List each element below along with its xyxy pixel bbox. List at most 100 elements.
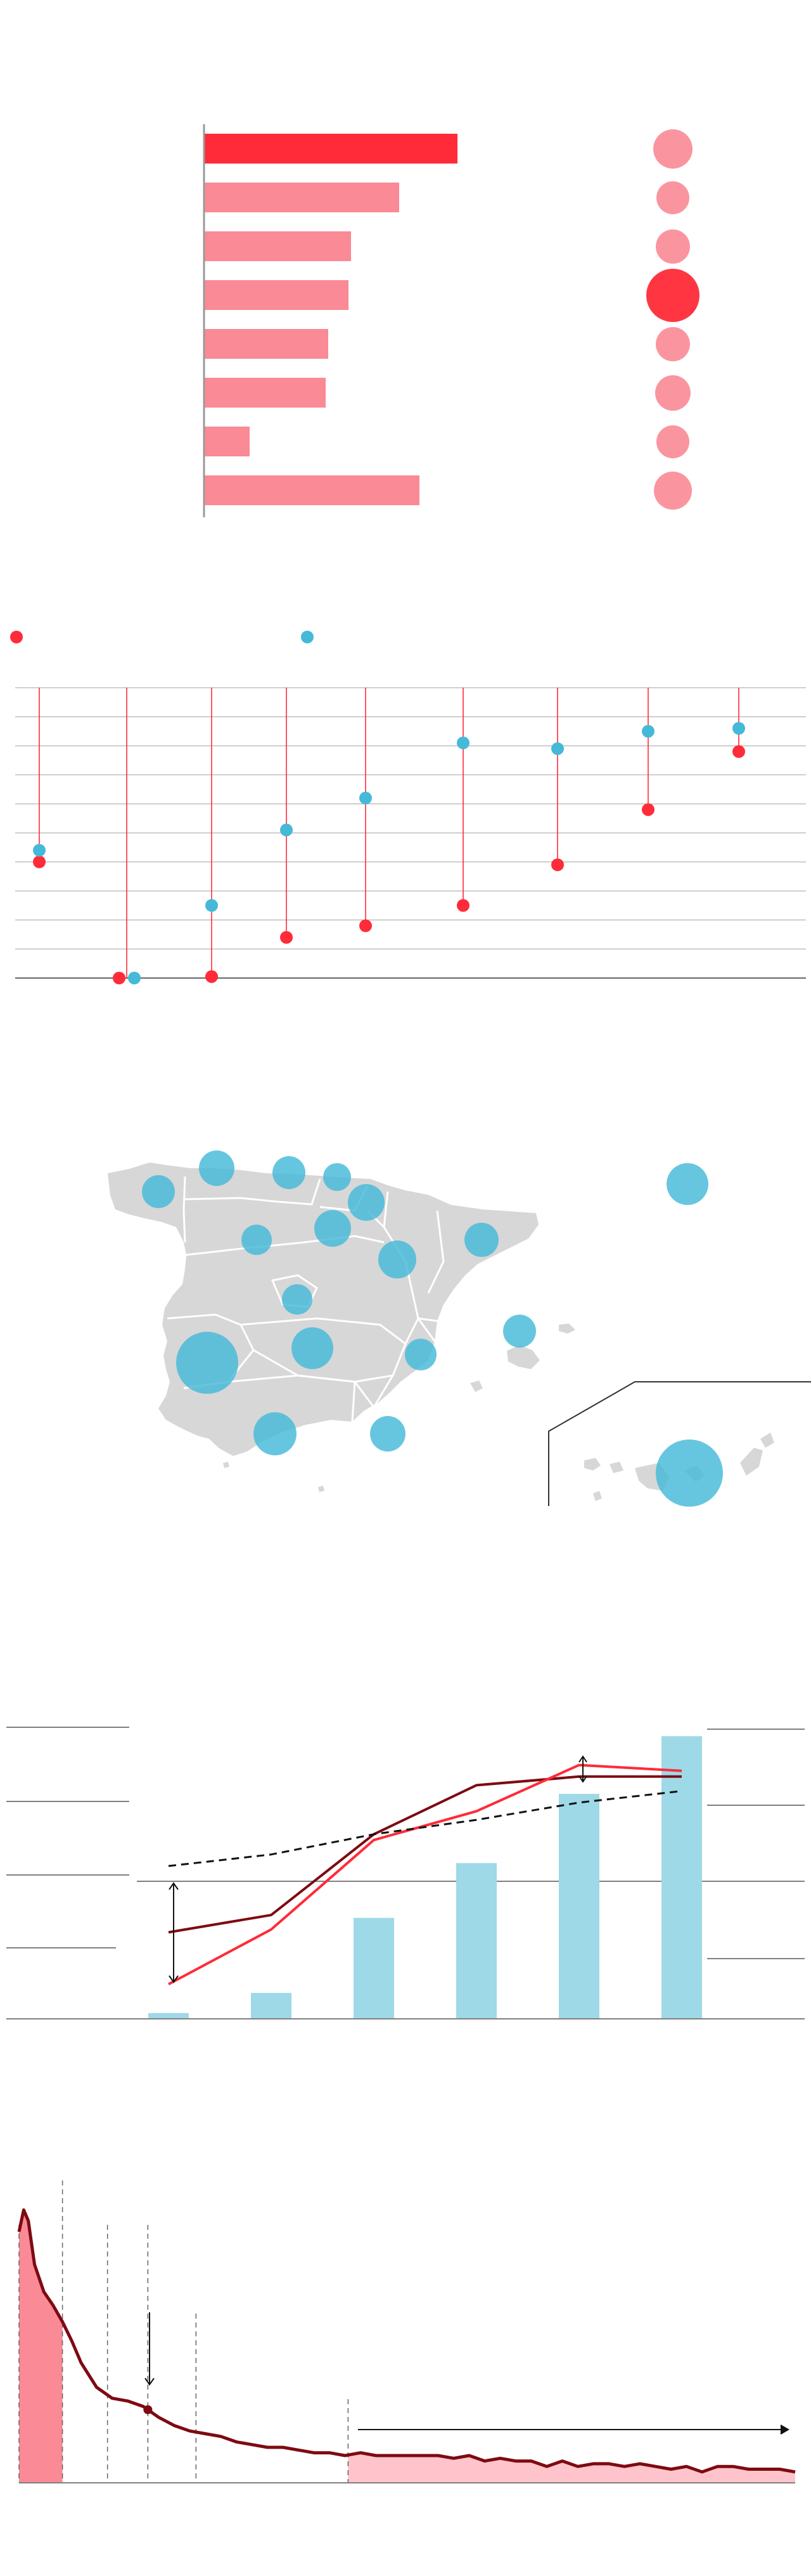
canary-island-2 [610,1462,623,1473]
dumbbell-dots [33,722,745,984]
dumbbell-chart [0,545,811,1052]
canary-island-7 [593,1491,602,1501]
map-bubble-5 [348,1184,385,1221]
combo-bar-5 [559,1794,599,2019]
gap-arrowhead-left-bottom [169,1975,179,1983]
blue-dot-4 [280,823,293,837]
range-arrowhead [780,2425,789,2435]
area-dashed-lines [18,2180,349,2483]
bar-5 [204,329,328,359]
bubble-1 [653,129,693,169]
mallorca-shape [507,1345,540,1369]
combo-bar-3 [354,1917,394,2019]
area-marker-dot [143,2405,153,2414]
combo-bar-2 [251,1993,291,2019]
bubble-4 [646,269,699,322]
combo-line-3 [168,1790,682,1867]
legend-blue-dot [301,631,314,643]
bar-4 [204,280,348,310]
map-bubble-1 [142,1175,175,1208]
canary-inset-frame [548,1381,811,1506]
red-dot-2 [113,972,125,984]
combo-lines [168,1763,682,1986]
border-murcia [354,1375,394,1409]
border-galicia [182,1176,186,1243]
blue-dot-3 [205,899,218,912]
map-bubble-4 [323,1163,351,1191]
bar-3 [204,231,351,261]
red-dot-3 [205,970,218,983]
area-curve [17,2208,796,2474]
border-madrid [271,1274,318,1308]
area-svg [17,2180,796,2483]
map-svg [108,1150,811,1507]
map-bubble-13 [405,1339,437,1370]
bars-group [204,134,457,505]
bubble-3 [656,229,690,264]
combo-line-1 [168,1775,682,1934]
map-bubble-3 [272,1156,305,1189]
map-bubble-15 [253,1412,297,1455]
border-asturias [184,1197,279,1203]
combo-bars [148,1736,702,2019]
blue-dot-7 [551,742,564,756]
combo-line-2 [168,1763,682,1986]
combo-bar-4 [456,1863,497,2019]
shaded-region-1 [19,2210,63,2483]
bubble-7 [656,425,689,458]
bar-1 [204,134,457,164]
map-bubble-11 [291,1327,333,1369]
blue-dot-1 [33,844,46,857]
menorca-shape [559,1323,575,1334]
map-bubble-17 [656,1439,723,1507]
red-dot-1 [33,855,46,868]
map-bubbles [142,1150,723,1507]
combo-bar-1 [148,2012,189,2019]
bubbles-group [646,129,699,510]
bubble-2 [656,181,689,214]
border-catalonia [427,1210,445,1294]
area-annotations [144,2312,789,2435]
canary-island-1 [584,1458,601,1471]
ibiza-shape [470,1381,483,1392]
area-shading [19,2210,795,2483]
map-bubble-6 [314,1210,351,1247]
map-bubble-2 [199,1150,234,1186]
dumbbell-svg [10,631,806,984]
bubble-5 [656,327,690,361]
marker-arrowhead [144,2378,155,2386]
border-cantabria [278,1178,321,1206]
legend-red-dot [10,631,23,643]
red-dot-4 [280,931,293,944]
combo-chart [0,1597,811,2079]
blue-dot-8 [642,724,655,738]
red-dot-5 [359,919,372,932]
shaded-region-2 [348,2452,795,2483]
canary-island-5 [740,1448,763,1476]
red-dot-7 [551,858,564,872]
ranked-bar-chart [0,0,811,545]
gap-arrowhead-right-bottom [578,1775,587,1783]
bar-2 [204,183,399,212]
gap-arrowhead-right-top [578,1755,587,1763]
ranked-bar-svg [203,124,699,517]
combo-svg [6,1727,805,2019]
gap-arrowhead-left-top [169,1882,179,1890]
map-bubble-9 [378,1240,416,1278]
map-bubble-14 [503,1315,536,1348]
bubble-8 [654,472,692,510]
canary-island-6 [760,1433,774,1448]
ceuta-shape [223,1462,229,1468]
blue-dot-5 [359,792,372,805]
bar-7 [204,427,250,456]
dumbbell-grid [15,687,806,979]
bar-8 [204,475,419,505]
map-bubble-16 [370,1416,406,1452]
border-valencia [404,1317,438,1344]
area-chart [0,2079,811,2576]
red-dot-6 [457,899,469,912]
bubble-map [0,1052,811,1597]
map-bubble-12 [176,1332,238,1394]
map-bubble-7 [241,1225,272,1255]
bubble-6 [655,375,691,411]
